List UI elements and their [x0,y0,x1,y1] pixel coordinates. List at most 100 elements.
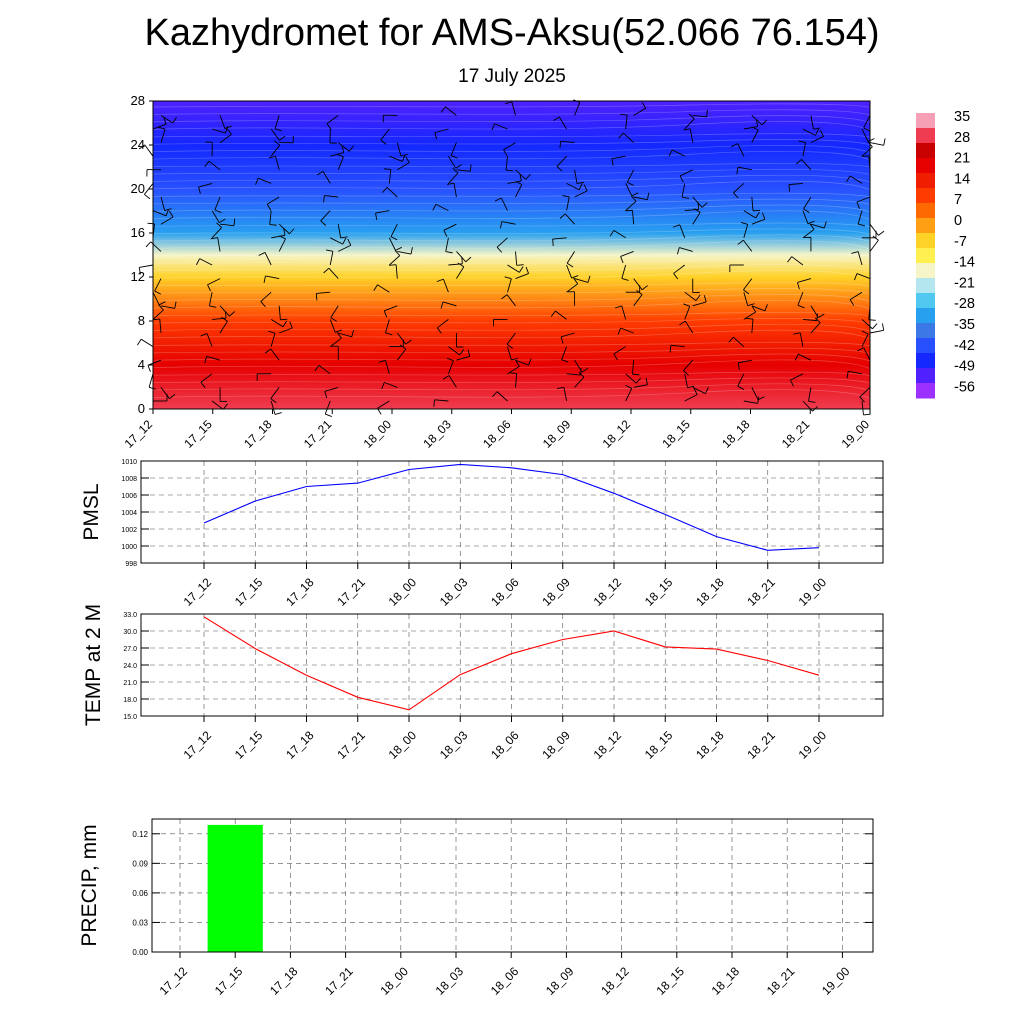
wind-barb-flag [325,413,332,417]
pmsl-line [203,463,820,551]
wind-barb-flag [210,237,218,240]
wind-barb-shaft [152,309,164,320]
y-tick-label: 1000 [121,544,137,551]
wind-barb-flag [503,149,508,157]
colorbar-segment [916,218,935,234]
colorbar-segment [916,128,935,144]
wind-barb-flag [704,387,709,394]
wind-barb-flag [164,208,172,211]
wind-barb-shaft [322,171,331,184]
x-tick-label: 17_21 [322,964,356,998]
wind-barb-flag [381,187,388,193]
colorbar-segment [916,173,935,189]
wind-barb-shaft [790,373,804,381]
wind-barb-shaft [266,196,280,205]
wind-barb-shaft [857,210,863,225]
y-tick-label: 24.0 [123,663,137,670]
wind-barb-shaft [453,183,457,198]
wind-barb-shaft [574,190,588,198]
wind-barb-shaft [434,128,449,134]
wind-barb-shaft [802,210,809,224]
wind-barb-flag [452,168,459,174]
contour-lines [152,103,871,399]
wind-barb-shaft [574,102,581,116]
wind-barb-shaft [574,278,589,283]
y-tick-label: 1004 [121,510,137,517]
x-tick-label: 18_03 [433,964,467,998]
wind-barb-flag [383,168,391,170]
wind-barb-shaft [324,400,331,415]
wind-barb-shaft [810,115,814,130]
wind-barb-shaft [456,169,471,172]
wind-barb-shaft [692,114,707,118]
colorbar-segment [916,203,935,219]
wind-barb-flag [433,399,435,407]
wind-barb-flag [737,239,744,245]
wind-barb-flag [394,250,401,256]
wind-barb-shaft [139,264,154,268]
wind-barb-flag [432,204,437,211]
wind-barb-flag [809,223,815,230]
wind-barb-shaft [217,237,221,252]
wind-barb-flag [576,181,584,185]
wind-barb-flag [165,209,170,217]
contour-line [152,103,871,108]
wind-barb-flag [516,264,524,266]
wind-barb-shaft [633,107,646,116]
colorbar-label: -35 [954,317,975,333]
wind-barb-shaft [737,143,745,157]
wind-barb-shaft [442,278,449,293]
wind-barb-shaft [160,387,170,399]
wind-barb-flag [790,379,795,387]
wind-barb-shaft [443,223,457,231]
wind-barb-flag [635,377,642,384]
wind-barb-flag [222,403,228,410]
wind-barb-shaft [505,156,508,171]
x-tick-label: 17_21 [334,728,368,762]
wind-barb-flag [706,109,708,117]
wind-barb-flag [755,119,759,127]
wind-barb-shaft [556,155,567,167]
wind-barb-flag [378,359,386,363]
wind-barb-shaft [206,355,221,361]
colorbar-label: -28 [954,296,975,312]
wind-barb-shaft [500,197,508,211]
wind-barb-flag [556,386,564,390]
wind-barb-flag [695,294,701,301]
wind-barb-shaft [260,291,272,302]
wind-barb-flag [325,249,334,252]
contour-line [152,359,871,369]
wind-barb-shaft [733,336,745,347]
y-tick-label: 18.0 [123,697,137,704]
wind-barb-flag [229,311,235,317]
wind-barb-shaft [633,294,643,307]
colorbar-label: -56 [954,379,975,395]
wind-barb-flag [158,304,164,311]
wind-barb-flag [258,252,266,256]
wind-barb-flag [609,230,615,237]
wind-barb-shaft [633,196,648,201]
wind-barb-flag [645,377,648,385]
wind-barb-shaft [220,223,235,227]
wind-barb-shaft [515,184,523,198]
y-tick-label: 0.12 [132,830,148,839]
x-tick-label: 17_12 [157,964,191,998]
heatmap-x-tick-label: 18_12 [600,417,634,451]
contour-line [152,234,871,243]
contour-line [152,204,871,213]
wind-barb-shaft [679,169,693,177]
wind-barb-flag [731,143,738,148]
wind-barb-shaft [219,115,226,129]
wind-barb-flag [347,238,352,246]
wind-barb-flag [858,223,865,227]
wind-barb-flag [169,210,174,218]
contour-line [152,121,871,131]
wind-barb-flag [436,278,444,283]
wind-barb-flag [447,182,455,185]
wind-barb-flag [138,267,141,275]
wind-barb-shaft [751,196,754,211]
wind-barb-flag [560,336,564,344]
wind-barb-flag [214,209,222,214]
wind-barb-flag [883,138,886,146]
wind-barb-shaft [625,115,628,130]
